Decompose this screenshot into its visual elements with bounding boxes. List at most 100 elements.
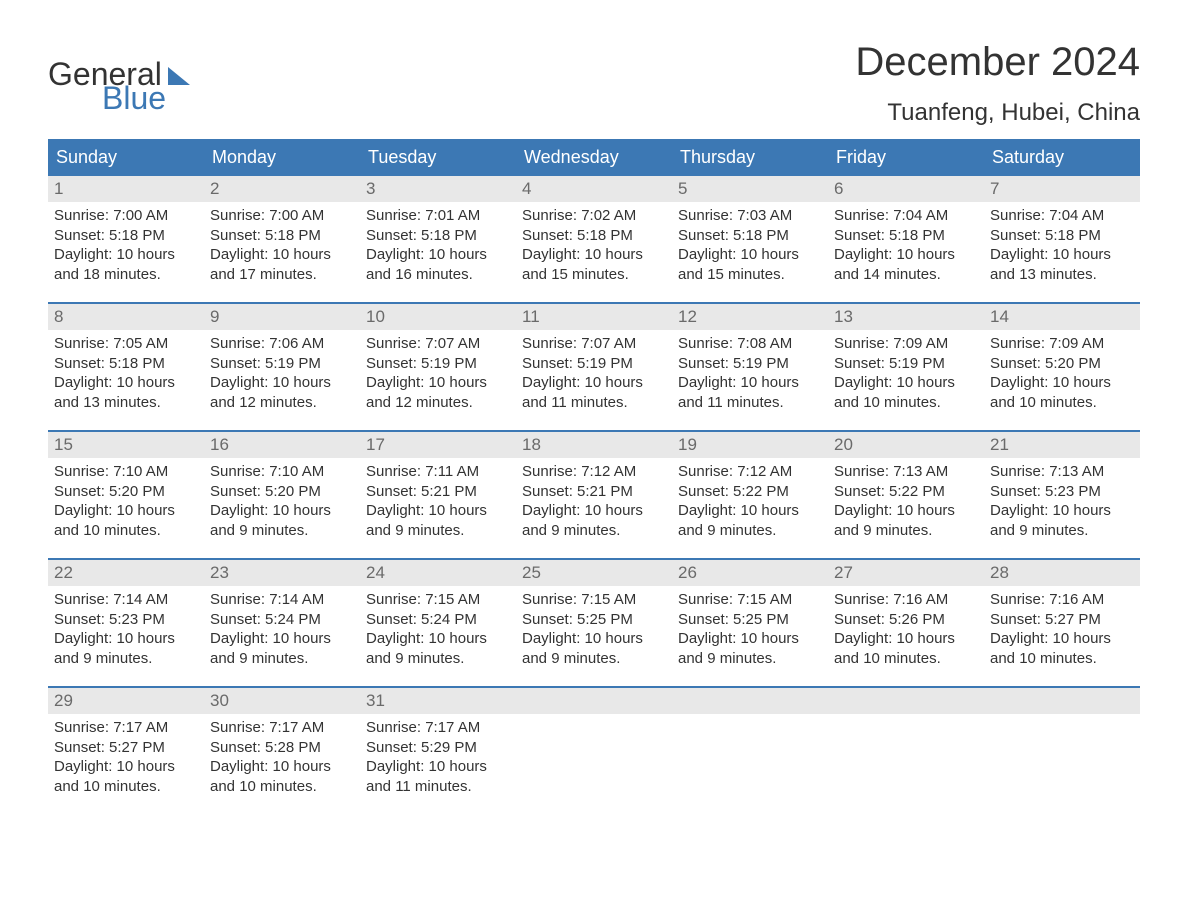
sunrise-line: Sunrise: 7:04 AM xyxy=(834,206,978,226)
day-number xyxy=(516,688,672,714)
day-body: Sunrise: 7:10 AMSunset: 5:20 PMDaylight:… xyxy=(48,458,204,540)
day-cell: 2Sunrise: 7:00 AMSunset: 5:18 PMDaylight… xyxy=(204,176,360,298)
sunrise-line: Sunrise: 7:13 AM xyxy=(834,462,978,482)
sunrise-line: Sunrise: 7:15 AM xyxy=(366,590,510,610)
day-number: 22 xyxy=(48,560,204,586)
daylight-line-1: Daylight: 10 hours xyxy=(522,629,666,649)
day-header: Monday xyxy=(204,139,360,176)
daylight-line-2: and 11 minutes. xyxy=(366,777,510,797)
daylight-line-2: and 9 minutes. xyxy=(990,521,1134,541)
sunrise-line: Sunrise: 7:15 AM xyxy=(522,590,666,610)
day-body: Sunrise: 7:15 AMSunset: 5:25 PMDaylight:… xyxy=(672,586,828,668)
daylight-line-2: and 10 minutes. xyxy=(210,777,354,797)
sunset-line: Sunset: 5:21 PM xyxy=(366,482,510,502)
day-cell: 18Sunrise: 7:12 AMSunset: 5:21 PMDayligh… xyxy=(516,432,672,554)
sunset-line: Sunset: 5:21 PM xyxy=(522,482,666,502)
day-body: Sunrise: 7:07 AMSunset: 5:19 PMDaylight:… xyxy=(360,330,516,412)
day-body: Sunrise: 7:12 AMSunset: 5:22 PMDaylight:… xyxy=(672,458,828,540)
sunset-line: Sunset: 5:28 PM xyxy=(210,738,354,758)
day-header: Saturday xyxy=(984,139,1140,176)
daylight-line-2: and 16 minutes. xyxy=(366,265,510,285)
daylight-line-1: Daylight: 10 hours xyxy=(366,629,510,649)
day-body: Sunrise: 7:15 AMSunset: 5:25 PMDaylight:… xyxy=(516,586,672,668)
day-body: Sunrise: 7:14 AMSunset: 5:24 PMDaylight:… xyxy=(204,586,360,668)
day-number: 28 xyxy=(984,560,1140,586)
day-number: 9 xyxy=(204,304,360,330)
day-number xyxy=(828,688,984,714)
day-number: 24 xyxy=(360,560,516,586)
day-number xyxy=(984,688,1140,714)
daylight-line-2: and 13 minutes. xyxy=(990,265,1134,285)
title-block: December 2024 Tuanfeng, Hubei, China xyxy=(855,40,1140,127)
sunset-line: Sunset: 5:24 PM xyxy=(210,610,354,630)
day-header: Friday xyxy=(828,139,984,176)
daylight-line-1: Daylight: 10 hours xyxy=(678,629,822,649)
day-cell: 31Sunrise: 7:17 AMSunset: 5:29 PMDayligh… xyxy=(360,688,516,810)
week-row: 1Sunrise: 7:00 AMSunset: 5:18 PMDaylight… xyxy=(48,176,1140,298)
sunrise-line: Sunrise: 7:14 AM xyxy=(210,590,354,610)
sunset-line: Sunset: 5:25 PM xyxy=(522,610,666,630)
sunrise-line: Sunrise: 7:00 AM xyxy=(54,206,198,226)
day-number: 26 xyxy=(672,560,828,586)
day-cell: 10Sunrise: 7:07 AMSunset: 5:19 PMDayligh… xyxy=(360,304,516,426)
daylight-line-2: and 9 minutes. xyxy=(210,521,354,541)
daylight-line-2: and 9 minutes. xyxy=(522,649,666,669)
daylight-line-2: and 10 minutes. xyxy=(54,521,198,541)
sunset-line: Sunset: 5:23 PM xyxy=(990,482,1134,502)
day-number: 21 xyxy=(984,432,1140,458)
sunrise-line: Sunrise: 7:08 AM xyxy=(678,334,822,354)
day-body: Sunrise: 7:06 AMSunset: 5:19 PMDaylight:… xyxy=(204,330,360,412)
day-number: 11 xyxy=(516,304,672,330)
daylight-line-1: Daylight: 10 hours xyxy=(990,245,1134,265)
sunrise-line: Sunrise: 7:14 AM xyxy=(54,590,198,610)
daylight-line-2: and 17 minutes. xyxy=(210,265,354,285)
daylight-line-1: Daylight: 10 hours xyxy=(210,629,354,649)
day-body: Sunrise: 7:09 AMSunset: 5:19 PMDaylight:… xyxy=(828,330,984,412)
day-cell: 15Sunrise: 7:10 AMSunset: 5:20 PMDayligh… xyxy=(48,432,204,554)
day-body: Sunrise: 7:13 AMSunset: 5:22 PMDaylight:… xyxy=(828,458,984,540)
day-number: 4 xyxy=(516,176,672,202)
sunset-line: Sunset: 5:22 PM xyxy=(678,482,822,502)
day-number: 19 xyxy=(672,432,828,458)
day-cell: 8Sunrise: 7:05 AMSunset: 5:18 PMDaylight… xyxy=(48,304,204,426)
day-cell: 16Sunrise: 7:10 AMSunset: 5:20 PMDayligh… xyxy=(204,432,360,554)
day-number: 20 xyxy=(828,432,984,458)
day-body: Sunrise: 7:00 AMSunset: 5:18 PMDaylight:… xyxy=(48,202,204,284)
sunset-line: Sunset: 5:18 PM xyxy=(210,226,354,246)
day-number: 18 xyxy=(516,432,672,458)
sunset-line: Sunset: 5:18 PM xyxy=(366,226,510,246)
day-body: Sunrise: 7:17 AMSunset: 5:28 PMDaylight:… xyxy=(204,714,360,796)
daylight-line-2: and 10 minutes. xyxy=(54,777,198,797)
day-number: 23 xyxy=(204,560,360,586)
daylight-line-1: Daylight: 10 hours xyxy=(210,757,354,777)
daylight-line-2: and 11 minutes. xyxy=(522,393,666,413)
day-body: Sunrise: 7:02 AMSunset: 5:18 PMDaylight:… xyxy=(516,202,672,284)
sunset-line: Sunset: 5:20 PM xyxy=(54,482,198,502)
day-body: Sunrise: 7:15 AMSunset: 5:24 PMDaylight:… xyxy=(360,586,516,668)
sunrise-line: Sunrise: 7:02 AM xyxy=(522,206,666,226)
day-cell: 27Sunrise: 7:16 AMSunset: 5:26 PMDayligh… xyxy=(828,560,984,682)
month-title: December 2024 xyxy=(855,40,1140,85)
day-number: 29 xyxy=(48,688,204,714)
day-number: 6 xyxy=(828,176,984,202)
day-number: 2 xyxy=(204,176,360,202)
day-body: Sunrise: 7:10 AMSunset: 5:20 PMDaylight:… xyxy=(204,458,360,540)
day-number: 1 xyxy=(48,176,204,202)
day-body: Sunrise: 7:05 AMSunset: 5:18 PMDaylight:… xyxy=(48,330,204,412)
sunrise-line: Sunrise: 7:12 AM xyxy=(522,462,666,482)
day-cell: 1Sunrise: 7:00 AMSunset: 5:18 PMDaylight… xyxy=(48,176,204,298)
daylight-line-2: and 13 minutes. xyxy=(54,393,198,413)
logo: General Blue xyxy=(48,58,190,114)
day-body: Sunrise: 7:04 AMSunset: 5:18 PMDaylight:… xyxy=(984,202,1140,284)
daylight-line-1: Daylight: 10 hours xyxy=(990,373,1134,393)
daylight-line-1: Daylight: 10 hours xyxy=(366,501,510,521)
daylight-line-2: and 9 minutes. xyxy=(678,649,822,669)
daylight-line-1: Daylight: 10 hours xyxy=(834,501,978,521)
day-number: 10 xyxy=(360,304,516,330)
day-cell: 21Sunrise: 7:13 AMSunset: 5:23 PMDayligh… xyxy=(984,432,1140,554)
sunrise-line: Sunrise: 7:17 AM xyxy=(366,718,510,738)
daylight-line-2: and 14 minutes. xyxy=(834,265,978,285)
day-body: Sunrise: 7:11 AMSunset: 5:21 PMDaylight:… xyxy=(360,458,516,540)
daylight-line-2: and 9 minutes. xyxy=(54,649,198,669)
daylight-line-2: and 9 minutes. xyxy=(522,521,666,541)
